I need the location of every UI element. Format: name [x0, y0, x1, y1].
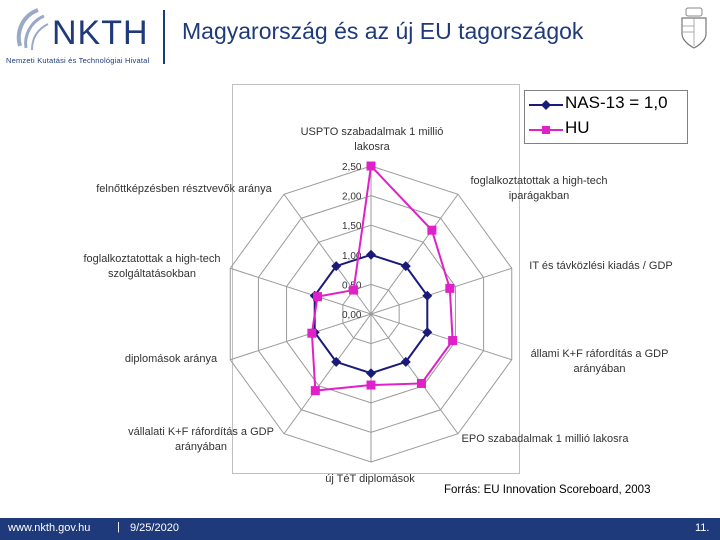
data-point-nas13 — [400, 356, 411, 367]
footer-bar — [0, 518, 720, 540]
radar-tick-label: 0,00 — [342, 310, 362, 321]
legend-marker-nas13 — [529, 100, 563, 110]
data-point-hu — [427, 225, 437, 235]
data-point-nas13 — [422, 290, 433, 301]
data-point-nas13 — [331, 356, 342, 367]
header-divider — [163, 10, 165, 64]
data-point-hu — [307, 328, 317, 338]
page-title: Magyarország és az új EU tagországok — [182, 18, 584, 44]
logo-subtitle: Nemzeti Kutatási és Technológiai Hivatal — [6, 56, 150, 65]
data-point-hu — [310, 386, 320, 396]
radar-tick-label: 1,50 — [342, 221, 362, 232]
data-point-hu — [448, 336, 458, 346]
legend-item-hu: HU — [525, 118, 687, 142]
radar-axis-label: USPTO szabadalmak 1 millió lakosra — [300, 126, 444, 153]
footer-url-link[interactable]: www.nkth.gov.hu — [8, 522, 91, 534]
nkth-logo-icon — [16, 8, 49, 51]
legend-label-hu: HU — [565, 118, 590, 137]
footer-date: 9/25/2020 — [130, 522, 179, 534]
data-point-nas13 — [400, 261, 411, 272]
radar-axis-label: foglalkoztatottak a high-tech szolgáltat… — [83, 253, 221, 280]
radar-axis-label: állami K+F ráfordítás a GDP arányában — [530, 348, 669, 375]
radar-axis-label: felnőttképzésben résztvevők aránya — [96, 183, 272, 195]
radar-axis-label: IT és távközlési kiadás / GDP — [529, 260, 673, 272]
radar-spoke — [370, 267, 512, 315]
data-point-nas13 — [366, 249, 376, 260]
data-point-nas13 — [366, 368, 376, 379]
data-point-hu — [366, 161, 376, 171]
logo-text: NKTH — [52, 14, 149, 52]
radar-axis-label: új TéT diplomások — [325, 473, 415, 485]
footer-separator: | — [117, 521, 120, 533]
chart-legend: NAS-13 = 1,0 HU — [524, 90, 688, 144]
radar-spoke — [230, 313, 372, 361]
slide-header: NKTH Nemzeti Kutatási és Technológiai Hi… — [0, 0, 720, 72]
radar-axis-label: EPO szabadalmak 1 millió lakosra — [461, 433, 629, 445]
page-number: 11. — [695, 522, 710, 534]
radar-spoke — [283, 313, 372, 435]
legend-marker-hu — [529, 126, 563, 134]
radar-spoke — [230, 267, 372, 315]
legend-item-nas13: NAS-13 = 1,0 — [525, 93, 687, 117]
data-point-hu — [416, 378, 426, 388]
data-point-nas13 — [331, 261, 342, 272]
radar-axis-label: diplomások aránya — [124, 353, 218, 365]
radar-spoke — [370, 313, 459, 435]
radar-axis-label: vállalati K+F ráfordítás a GDP arányában — [128, 426, 274, 453]
data-point-hu — [349, 285, 359, 295]
radar-tick-label: 2,00 — [342, 192, 362, 203]
data-point-hu — [366, 380, 376, 390]
radar-spoke — [370, 313, 512, 361]
radar-tick-label: 2,50 — [342, 162, 362, 173]
radar-tick-label: 1,00 — [342, 251, 362, 262]
legend-label-nas13: NAS-13 = 1,0 — [565, 93, 668, 112]
coat-of-arms-icon — [681, 7, 707, 49]
data-point-hu — [445, 283, 455, 293]
data-point-hu — [313, 292, 323, 302]
source-note: Forrás: EU Innovation Scoreboard, 2003 — [444, 484, 651, 496]
chart-plot-border — [232, 84, 520, 474]
radar-axis-label: foglalkoztatottak a high-tech iparágakba… — [470, 175, 608, 202]
data-point-nas13 — [422, 327, 433, 338]
radar-spoke — [370, 193, 459, 315]
radar-series — [307, 161, 458, 396]
